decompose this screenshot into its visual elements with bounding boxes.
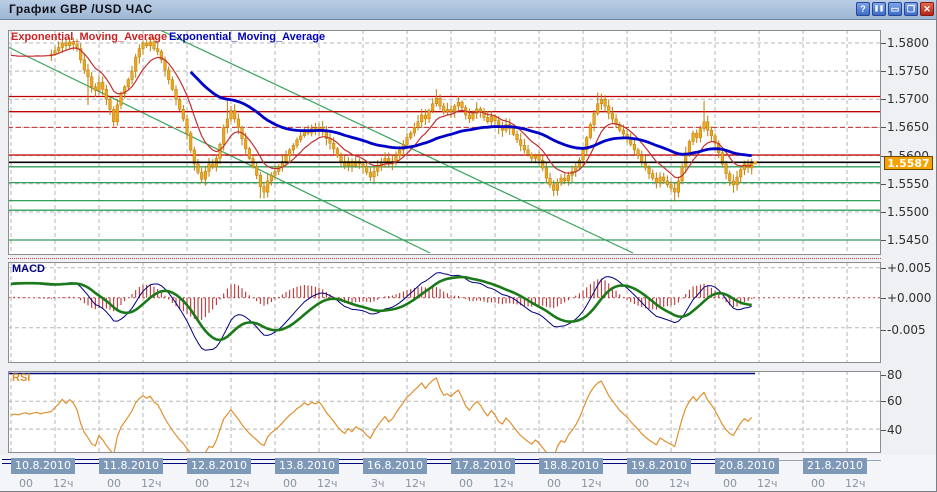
maximize-icon: ❐ (907, 4, 915, 14)
price-label: 1.5450 (887, 233, 929, 247)
time-label: 12ч (669, 477, 690, 490)
ema-legend-blue: Exponential_Moving_Average (169, 31, 325, 43)
macd-axis-label-tick (881, 330, 886, 331)
help-button[interactable]: ? (856, 2, 870, 16)
rsi-axis-label: 40 (887, 423, 902, 437)
price-label: 1.5500 (887, 205, 929, 219)
time-label: 12ч (53, 477, 74, 490)
price-label-tick (881, 71, 886, 72)
time-label: 12ч (229, 477, 250, 490)
minimize-icon: ▭ (891, 4, 900, 14)
minimize-button[interactable]: ▭ (888, 2, 902, 16)
current-price-badge: 1.5587 (884, 156, 933, 170)
price-label-tick (881, 240, 886, 241)
question-icon: ? (860, 4, 866, 14)
window-title: График GBP /USD ЧАС (9, 2, 153, 16)
rsi-canvas[interactable] (9, 372, 880, 452)
date-box: 21.8.2010 (803, 458, 867, 474)
title-bar[interactable]: График GBP /USD ЧАС ? ❚❚ ▭ ❐ ✕ (0, 0, 937, 20)
time-label: 00 (19, 477, 33, 490)
time-label: 12ч (581, 477, 602, 490)
date-axis[interactable]: 10.8.2010 00 12ч 11.8.2010 00 12ч 12.8.2010 00 1… (0, 455, 937, 492)
panel-divider (8, 258, 881, 259)
time-label: 00 (283, 477, 297, 490)
time-label: 3ч (371, 477, 385, 490)
rsi-axis-label: 60 (887, 394, 902, 408)
rsi-panel[interactable] (8, 371, 881, 453)
price-chart-panel[interactable] (8, 30, 881, 255)
time-label: 00 (107, 477, 121, 490)
pause-icon: ❚❚ (874, 6, 884, 12)
time-label: 12ч (317, 477, 338, 490)
date-box: 13.8.2010 (275, 458, 339, 474)
price-label-tick (881, 99, 886, 100)
price-label-tick (881, 212, 886, 213)
macd-axis-label: +0.000 (887, 291, 931, 305)
date-box: 12.8.2010 (187, 458, 251, 474)
time-label: 12ч (493, 477, 514, 490)
time-label: 12ч (141, 477, 162, 490)
rsi-label: RSI (12, 372, 30, 384)
time-label: 00 (811, 477, 825, 490)
price-label: 1.5700 (887, 92, 929, 106)
price-label-tick (881, 127, 886, 128)
close-button[interactable]: ✕ (920, 2, 934, 16)
date-box: 18.8.2010 (539, 458, 603, 474)
price-label: 1.5750 (887, 64, 929, 78)
time-label: 12ч (757, 477, 778, 490)
price-label: 1.5550 (887, 177, 929, 191)
pause-button[interactable]: ❚❚ (872, 2, 886, 16)
price-label: 1.5800 (887, 36, 929, 50)
macd-axis-label-tick (881, 268, 886, 269)
rsi-axis-label-tick (881, 401, 886, 402)
date-box: 16.8.2010 (363, 458, 427, 474)
time-label: 12ч (405, 477, 426, 490)
macd-canvas[interactable] (9, 263, 880, 362)
macd-axis-label: -0.005 (887, 323, 926, 337)
rsi-axis-label-tick (881, 375, 886, 376)
close-icon: ✕ (923, 4, 931, 14)
date-box: 17.8.2010 (451, 458, 515, 474)
price-label: 1.5650 (887, 120, 929, 134)
time-label: 00 (547, 477, 561, 490)
macd-axis-label: +0.005 (887, 261, 931, 275)
macd-axis-label-tick (881, 298, 886, 299)
rsi-axis-label: 80 (887, 368, 902, 382)
price-chart-canvas[interactable] (9, 31, 880, 254)
macd-label: MACD (12, 263, 45, 275)
time-label: 00 (195, 477, 209, 490)
time-label: 00 (635, 477, 649, 490)
rsi-axis-label-tick (881, 430, 886, 431)
price-label-tick (881, 43, 886, 44)
date-box: 11.8.2010 (99, 458, 163, 474)
ema-legend-red: Exponential_Moving_Average (11, 31, 167, 43)
time-label: 12ч (845, 477, 866, 490)
date-box: 20.8.2010 (715, 458, 779, 474)
date-box: 19.8.2010 (627, 458, 691, 474)
macd-panel[interactable] (8, 262, 881, 363)
maximize-button[interactable]: ❐ (904, 2, 918, 16)
price-label-tick (881, 184, 886, 185)
chart-window: График GBP /USD ЧАС ? ❚❚ ▭ ❐ ✕ Exponenti… (0, 0, 937, 492)
date-box: 10.8.2010 (11, 458, 75, 474)
time-label: 00 (723, 477, 737, 490)
time-label: 00 (459, 477, 473, 490)
